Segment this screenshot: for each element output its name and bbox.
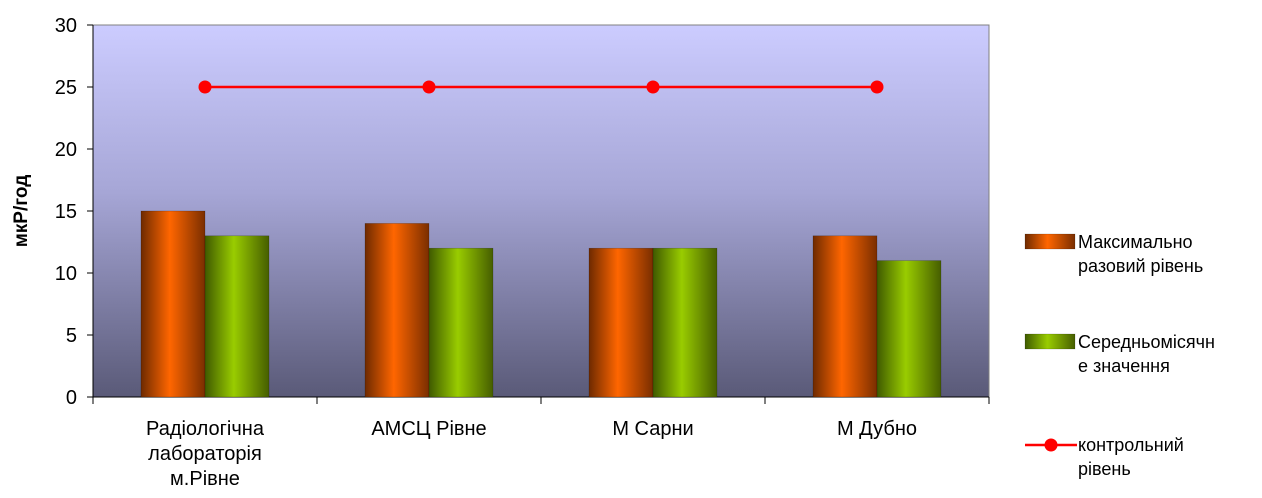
line-point <box>422 80 436 94</box>
y-tick-label: 25 <box>55 77 77 99</box>
bar-series-2 <box>204 235 270 398</box>
legend-label: Середньомісячн е значення <box>1078 332 1215 376</box>
line-point <box>198 80 212 94</box>
legend-swatch <box>1024 333 1076 350</box>
x-tick-label: АМСЦ Рівне <box>371 418 486 440</box>
y-tick-label: 10 <box>55 263 77 285</box>
y-tick-label: 0 <box>66 387 77 409</box>
legend-swatch <box>1024 233 1076 250</box>
legend-label: Максимально разовий рівень <box>1078 232 1203 276</box>
line-point <box>870 80 884 94</box>
y-tick-label: 5 <box>66 325 77 347</box>
x-tick-label: М Дубно <box>837 418 917 440</box>
y-tick-label: 20 <box>55 139 77 161</box>
legend-label: контрольний рівень <box>1078 435 1184 479</box>
bar-series-1 <box>140 210 206 398</box>
bar-series-2 <box>652 247 718 398</box>
y-tick-label: 30 <box>55 15 77 37</box>
bar-series-1 <box>812 235 878 398</box>
bar-series-1 <box>588 247 654 398</box>
x-tick-label: М Сарни <box>612 418 693 440</box>
x-tick-label: Радіологічна лабораторія м.Рівне <box>146 418 265 490</box>
bar-series-2 <box>876 260 942 398</box>
y-tick-label: 15 <box>55 201 77 223</box>
bar-series-2 <box>428 247 494 398</box>
bar-series-1 <box>364 223 430 398</box>
y-axis-title: мкР/год <box>11 175 32 248</box>
line-point <box>646 80 660 94</box>
legend-swatch-marker <box>1044 438 1058 452</box>
